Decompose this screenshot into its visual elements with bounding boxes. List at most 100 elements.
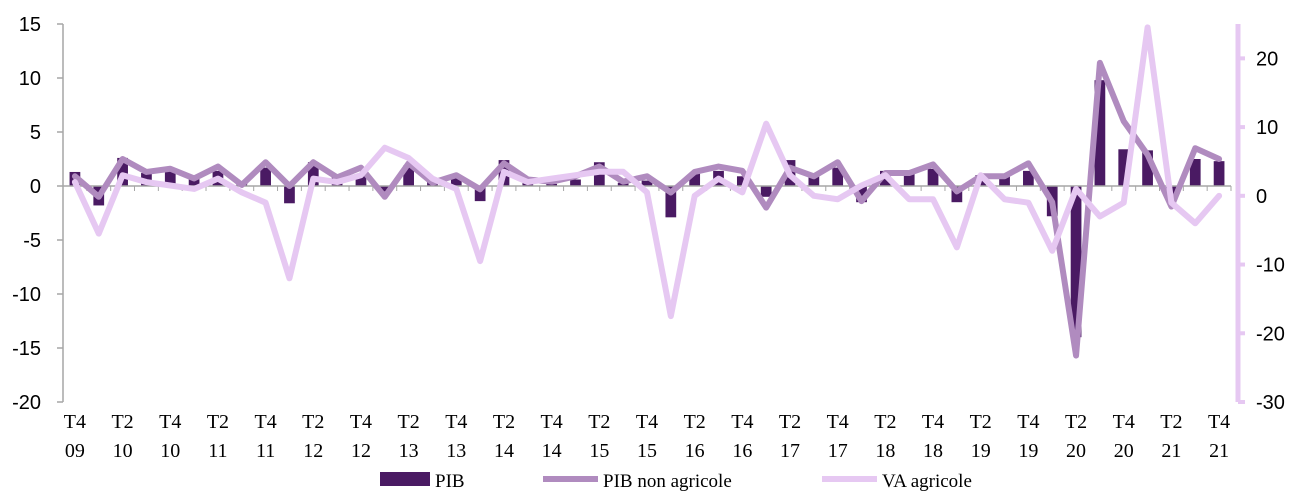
- x-tick-label-year: 16: [732, 440, 752, 462]
- va-agricole-line: [71, 24, 1223, 320]
- pib-bar: [546, 183, 558, 186]
- pib-non-agricole-line: [71, 59, 1223, 359]
- x-tick-label-year: 19: [1018, 440, 1038, 462]
- x-tick-label-year: 09: [65, 440, 85, 462]
- x-tick-label-quarter: T4: [350, 411, 372, 433]
- x-tick-label-year: 10: [113, 440, 133, 462]
- pib-bar: [260, 167, 271, 186]
- x-tick-label-year: 12: [351, 440, 371, 462]
- pib-bar: [808, 175, 820, 186]
- pib-bar: [903, 170, 915, 186]
- right-axis-tick-label: -10: [1256, 255, 1285, 277]
- pib-bar: [665, 186, 677, 218]
- right-axis-tick-label: 10: [1256, 117, 1278, 139]
- x-tick-label-year: 17: [828, 440, 848, 462]
- pib-bar: [188, 178, 200, 186]
- pib-bar: [641, 180, 653, 186]
- x-tick-label-year: 13: [446, 440, 466, 462]
- x-tick-label-quarter: T2: [302, 411, 324, 433]
- x-tick-label-quarter: T4: [827, 411, 849, 433]
- x-tick-label-year: 11: [208, 440, 227, 462]
- x-tick-label-quarter: T4: [922, 411, 944, 433]
- x-tick-label-quarter: T4: [64, 411, 86, 433]
- x-tick-label-year: 18: [923, 440, 943, 462]
- left-axis-tick-label: 15: [19, 14, 41, 36]
- x-tick-label-quarter: T4: [1208, 411, 1230, 433]
- x-tick-label-quarter: T2: [588, 411, 610, 433]
- x-tick-label-year: 13: [399, 440, 419, 462]
- legend-label: PIB non agricole: [603, 471, 732, 492]
- series-lines: [71, 24, 1223, 359]
- pib-bar: [307, 162, 319, 186]
- pib-bar: [736, 176, 748, 186]
- pib-bar: [927, 168, 939, 186]
- right-axis-tick-label: -20: [1256, 323, 1285, 345]
- x-tick-label-quarter: T2: [207, 411, 229, 433]
- x-tick-label-quarter: T2: [874, 411, 896, 433]
- x-tick-label-year: 11: [256, 440, 275, 462]
- x-tick-label-year: 10: [160, 440, 180, 462]
- x-tick-label-year: 14: [542, 440, 562, 462]
- pib-bar: [1023, 170, 1034, 186]
- pib-bar: [284, 186, 295, 204]
- left-axis-tick-label: 5: [30, 122, 41, 144]
- x-tick-label-quarter: T4: [255, 411, 277, 433]
- x-tick-label-quarter: T4: [1017, 411, 1039, 433]
- legend-label: PIB: [435, 471, 465, 492]
- pib-bar: [760, 186, 772, 197]
- left-axis-tick-label: 0: [30, 176, 41, 198]
- pib-bar: [689, 173, 701, 186]
- x-tick-label-year: 14: [494, 440, 514, 462]
- x-tick-label-quarter: T2: [684, 411, 706, 433]
- pib-bar: [164, 170, 176, 186]
- x-tick-label-year: 20: [1114, 440, 1134, 462]
- left-axis-tick-label: -15: [12, 338, 41, 360]
- pib-bar: [450, 176, 462, 186]
- x-tick-label-quarter: T2: [398, 411, 420, 433]
- pib-bar: [1118, 149, 1130, 186]
- x-tick-label-quarter: T2: [111, 411, 133, 433]
- axes: 15 10 5 0 -5 -10 -15 -20 20 10 0 -10 -20 -30: [12, 14, 1285, 414]
- right-axis-tick-label: 20: [1256, 48, 1278, 70]
- x-axis-ticks: T4 09 T2 10 T4 10 T2 11 T4 11 T2 12 T4 12 T2 13 T4 13 T2 14…: [64, 411, 1230, 462]
- x-tick-label-quarter: T4: [541, 411, 563, 433]
- x-tick-label-year: 18: [875, 440, 895, 462]
- legend-label: VA agricole: [882, 471, 972, 492]
- left-axis-tick-label: -5: [23, 230, 41, 252]
- x-tick-label-quarter: T2: [779, 411, 801, 433]
- x-tick-label-quarter: T4: [636, 411, 658, 433]
- pib-bar: [1070, 186, 1082, 338]
- right-axis-tick-label: -30: [1256, 392, 1285, 414]
- pib-bar: [1213, 161, 1225, 186]
- left-axis-tick-label: 10: [19, 68, 41, 90]
- left-axis-tick-label: -10: [12, 284, 41, 306]
- x-tick-label-year: 19: [971, 440, 991, 462]
- pib-bar: [379, 186, 391, 192]
- x-tick-label-quarter: T4: [1113, 411, 1135, 433]
- x-tick-label-quarter: T4: [159, 411, 181, 433]
- x-tick-label-quarter: T4: [445, 411, 467, 433]
- left-axis-tick-label: -20: [12, 392, 41, 414]
- legend-swatch: [380, 472, 430, 486]
- x-tick-label-year: 15: [637, 440, 657, 462]
- pib-bar: [570, 179, 581, 186]
- pib-bar: [999, 175, 1010, 186]
- x-tick-label-quarter: T4: [731, 411, 753, 433]
- pib-bar: [1142, 150, 1153, 186]
- legend: PIB PIB non agricole VA agricole: [380, 471, 972, 492]
- x-tick-label-quarter: T2: [1160, 411, 1182, 433]
- pib-bar: [856, 186, 867, 203]
- x-tick-label-quarter: T2: [493, 411, 515, 433]
- pib-bar: [1094, 80, 1106, 186]
- x-tick-label-year: 12: [303, 440, 323, 462]
- x-tick-label-year: 20: [1066, 440, 1086, 462]
- x-tick-label-year: 21: [1209, 440, 1229, 462]
- pib-bar: [1189, 159, 1201, 186]
- pib-bar: [474, 186, 486, 202]
- pib-bar: [355, 176, 367, 186]
- x-tick-label-year: 16: [685, 440, 705, 462]
- x-tick-label-quarter: T2: [1065, 411, 1087, 433]
- x-tick-label-year: 17: [780, 440, 800, 462]
